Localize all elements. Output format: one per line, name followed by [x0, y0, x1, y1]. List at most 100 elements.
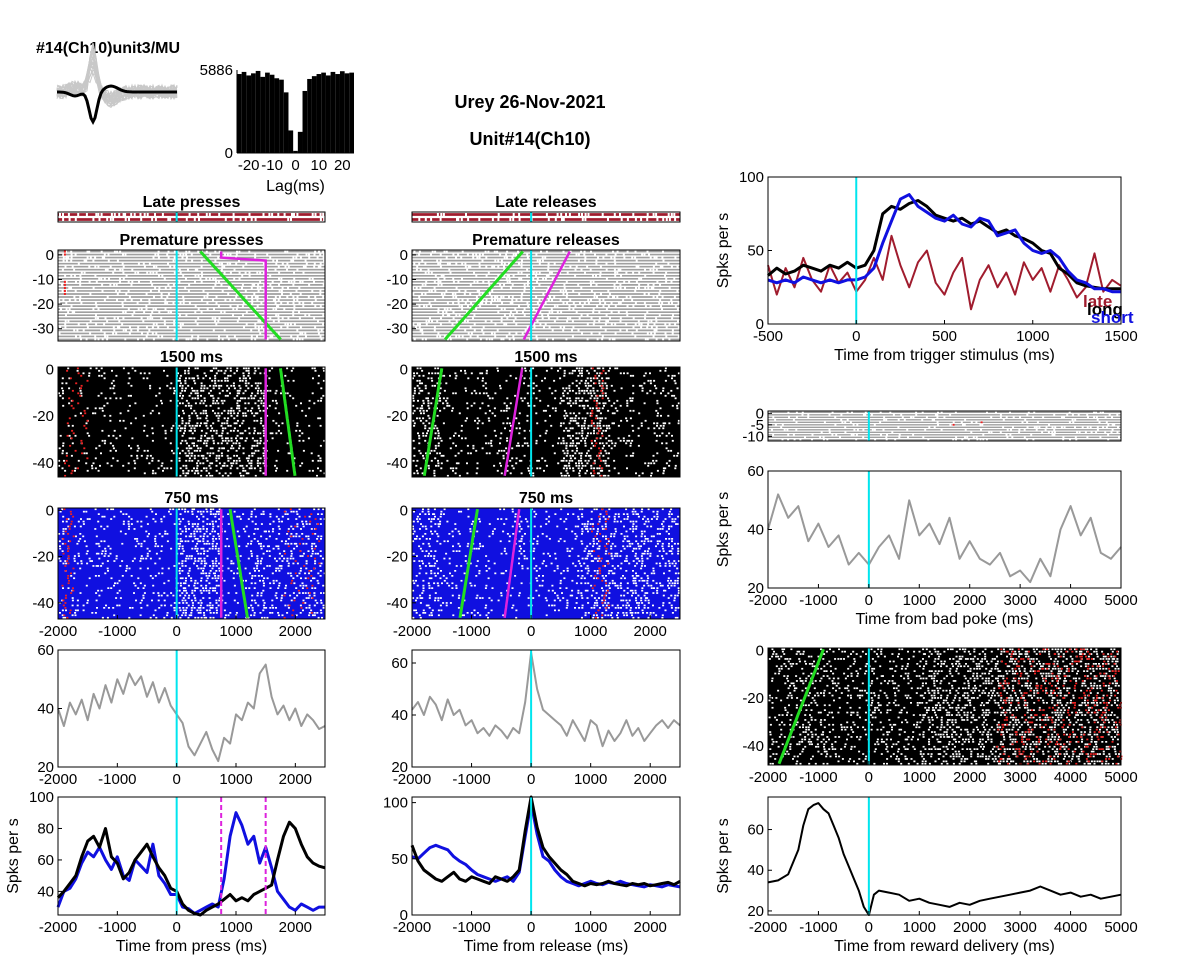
raster_premature_releases-spike: [490, 302, 493, 305]
raster_premature_presses-spike: [74, 289, 77, 292]
raster_750_press-spike: [62, 616, 65, 619]
raster_premature_releases-spike: [616, 296, 619, 299]
raster_750_press-spike: [208, 609, 211, 612]
raster_1500_release-spike: [668, 432, 671, 435]
raster_750_press-spike: [311, 542, 314, 545]
raster_750_press-spike: [203, 565, 206, 567]
raster_late_presses-spike: [128, 217, 130, 222]
raster_750_press-spike: [100, 552, 103, 555]
raster_750_press-spike: [204, 562, 206, 565]
raster_1500_release-spike: [458, 434, 460, 437]
raster_premature_presses-spike: [89, 256, 92, 259]
raster_premature_presses-spike: [70, 259, 73, 262]
raster_1500_press-spike: [230, 407, 233, 410]
raster_premature_presses-spike: [73, 274, 76, 277]
raster_1500_press-spike: [238, 392, 241, 395]
raster_750_press-spike: [89, 560, 92, 562]
raster_premature_presses-spike: [97, 265, 100, 268]
raster_1500_release-spike: [563, 409, 566, 412]
raster_1500_release-spike: [578, 382, 581, 385]
raster_late_presses-spike: [154, 212, 156, 217]
raster_1500_release-spike: [416, 472, 419, 475]
raster_750_press-spike: [317, 582, 320, 585]
raster_1500_release-spike: [602, 402, 605, 405]
raster_late_releases-spike: [673, 212, 676, 217]
raster_750_press-red-event: [283, 510, 286, 513]
raster_1500_press-spike: [193, 449, 196, 452]
raster_late_releases-spike: [581, 217, 584, 222]
raster_750_press-spike: [91, 560, 93, 562]
raster_premature_presses-spike: [127, 280, 130, 283]
raster_750_press-red-event: [304, 515, 307, 518]
waveform-trace: [56, 56, 178, 107]
raster_1500_release-spike: [455, 374, 458, 377]
raster_premature_presses-spike: [130, 329, 133, 332]
raster_premature_releases-spike: [650, 332, 653, 335]
raster_750_press-spike: [251, 594, 254, 597]
raster_1500_press-spike: [203, 372, 206, 375]
raster_1500_release-spike: [598, 467, 601, 470]
raster_1500_release-spike: [485, 387, 488, 390]
raster_1500_press-spike: [179, 374, 182, 377]
raster_1500_release-red-event: [600, 389, 603, 392]
raster_1500_press-spike: [200, 429, 203, 432]
raster_premature_releases-spike: [440, 274, 443, 277]
raster_1500_press-spike: [317, 459, 320, 462]
raster_premature_presses-spike: [74, 253, 77, 256]
raster_1500_press-spike: [109, 419, 112, 422]
raster_1500_press-spike: [227, 412, 230, 415]
raster_1500_release-spike: [614, 407, 617, 410]
raster_750_press-spike: [199, 528, 202, 530]
raster_750_press-spike: [300, 577, 302, 580]
psth_press-xtick-label: -2000: [39, 919, 77, 936]
raster_1500_press-spike: [224, 377, 226, 380]
raster_1500_release-spike: [568, 397, 571, 400]
raster_premature_presses-spike: [89, 320, 92, 323]
raster_1500_release-spike: [578, 399, 581, 402]
raster_750_press-spike: [259, 562, 262, 565]
raster_1500_release-spike: [544, 419, 547, 422]
raster_1500_release-spike: [611, 422, 614, 425]
raster_1500_press-spike: [191, 442, 194, 445]
raster_premature_presses-spike: [232, 308, 235, 311]
raster_1500_release-spike: [602, 424, 605, 427]
raster_1500_release-spike: [565, 474, 568, 477]
raster_premature_presses-spike: [277, 320, 280, 323]
raster_1500_press-spike: [184, 369, 187, 372]
raster_premature_presses-spike: [86, 323, 89, 326]
raster_premature_presses-spike: [293, 299, 296, 302]
raster_750_press-spike: [317, 508, 320, 511]
raster_premature_presses-spike: [116, 292, 119, 295]
raster_1500_press-spike: [199, 462, 202, 465]
raster_1500_press-spike: [256, 412, 259, 415]
raster_late_releases-spike: [640, 217, 643, 222]
raster_1500_release-spike: [656, 434, 658, 437]
raster_1500_release-spike: [575, 402, 578, 405]
raster_1500_press-spike: [223, 409, 226, 412]
raster_750_press-spike: [212, 562, 214, 565]
raster_premature_releases-spike: [640, 323, 643, 326]
raster_1500_press-spike: [200, 434, 203, 437]
raster_premature_presses-spike: [145, 308, 148, 311]
raster_1500_press-spike: [182, 394, 184, 397]
raster_premature_releases-spike: [415, 286, 418, 289]
raster_750_press-spike: [154, 545, 157, 548]
raster_750_press-spike: [103, 515, 106, 518]
raster_premature_presses-spike: [119, 280, 121, 283]
raster_premature_releases-spike: [494, 277, 497, 280]
raster_750_press-spike: [251, 599, 253, 602]
raster_1500_press-spike: [209, 369, 212, 372]
raster_premature_presses-red-event: [63, 289, 66, 292]
raster_1500_release-spike: [562, 449, 565, 452]
raster_premature_presses-spike: [286, 296, 289, 299]
raster_premature_releases-spike: [419, 329, 422, 332]
raster_1500_release-spike: [599, 427, 602, 430]
raster_1500_release-spike: [430, 449, 433, 452]
raster_1500_press-spike: [190, 427, 193, 430]
raster_premature_releases-spike: [616, 286, 619, 289]
raster_premature_releases-spike: [605, 320, 608, 323]
raster_premature_presses-spike: [221, 265, 224, 268]
raster_1500_press-spike: [253, 467, 256, 470]
raster_1500_press-spike: [187, 422, 190, 425]
raster_1500_press-spike: [319, 424, 322, 427]
